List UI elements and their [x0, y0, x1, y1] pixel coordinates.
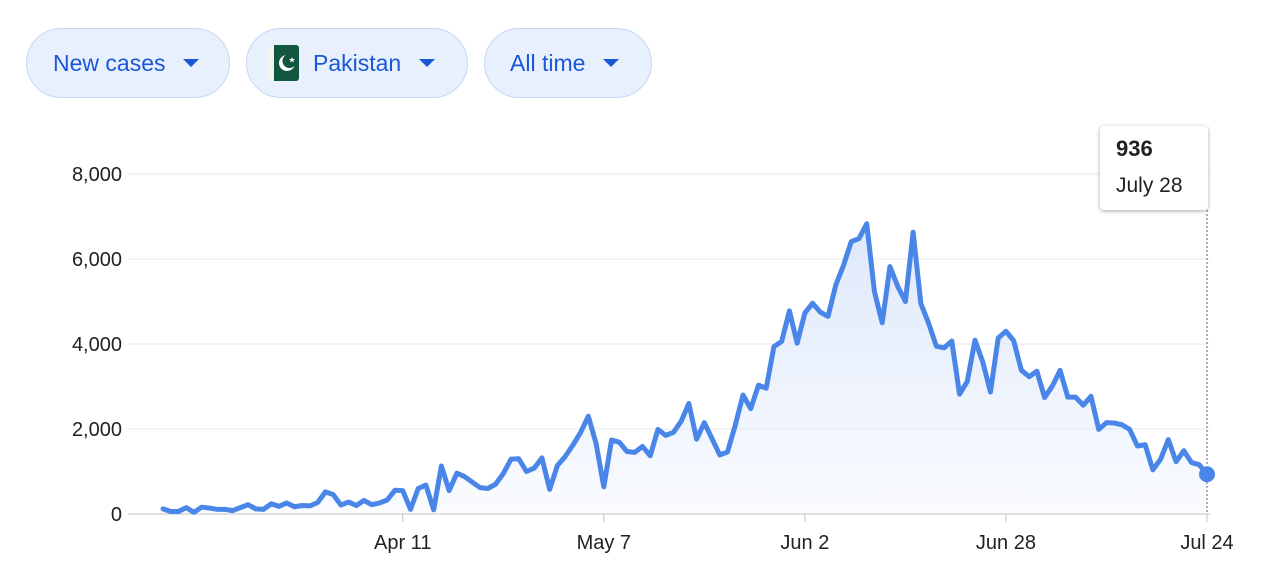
y-tick-label: 6,000: [72, 249, 122, 271]
time-range-dropdown-label: All time: [510, 49, 586, 76]
time-range-dropdown[interactable]: All time: [484, 28, 652, 98]
hover-point[interactable]: [1199, 466, 1215, 483]
metric-dropdown[interactable]: New cases: [26, 28, 230, 98]
country-dropdown[interactable]: Pakistan: [246, 28, 468, 98]
x-tick-label: Jun 2: [780, 532, 829, 554]
y-tick-label: 0: [111, 504, 122, 526]
tooltip-date: July 28: [1116, 174, 1183, 197]
cases-series-line[interactable]: [160, 221, 1210, 515]
x-tick-label: Jun 28: [976, 532, 1036, 554]
data-tooltip: 936 July 28: [1100, 126, 1208, 210]
pakistan-flag-icon: [267, 45, 299, 81]
y-tick-label: 4,000: [72, 334, 122, 356]
caret-down-icon: [183, 59, 200, 67]
cases-area-fill: [163, 223, 1207, 515]
metric-dropdown-label: New cases: [53, 49, 166, 76]
x-tick-label: Jul 24: [1180, 532, 1233, 554]
tooltip-value: 936: [1116, 136, 1153, 161]
caret-down-icon: [419, 59, 436, 67]
y-tick-label: 2,000: [72, 419, 122, 441]
x-tick-label: May 7: [577, 532, 631, 554]
country-dropdown-label: Pakistan: [313, 49, 402, 76]
x-tick-label: Apr 11: [374, 532, 431, 554]
caret-down-icon: [603, 59, 620, 67]
y-tick-label: 8,000: [72, 164, 122, 186]
